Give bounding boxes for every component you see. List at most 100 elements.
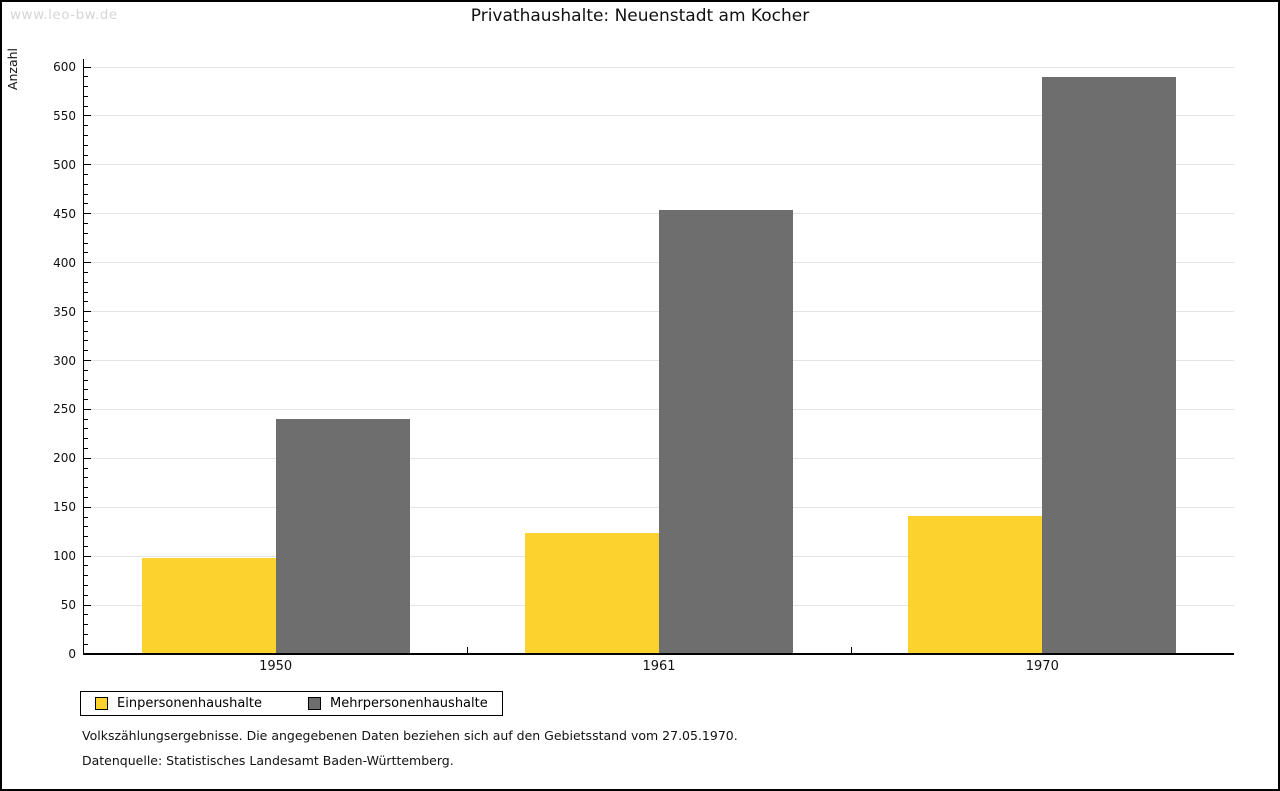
y-minor-tick [84, 585, 88, 587]
y-minor-tick [84, 467, 88, 469]
y-tick-label: 50 [60, 598, 76, 613]
y-major-tick [84, 604, 91, 606]
y-tick-label: 100 [53, 549, 76, 564]
y-minor-tick [84, 379, 88, 381]
y-minor-tick [84, 418, 88, 420]
y-minor-tick [84, 516, 88, 518]
bar-1961-single [525, 532, 659, 654]
gridline [84, 115, 1234, 117]
y-tick-label: 600 [53, 60, 76, 74]
y-minor-tick [84, 340, 88, 342]
legend: Einpersonenhaushalte Mehrpersonenhaushalt… [80, 691, 503, 716]
y-tick-label: 200 [53, 451, 76, 466]
y-minor-tick [84, 242, 88, 244]
y-minor-tick [84, 624, 88, 626]
y-minor-tick [84, 389, 88, 391]
bar-1970-multi [1042, 76, 1177, 654]
y-minor-tick [84, 105, 88, 107]
y-tick-label: 400 [53, 255, 76, 270]
y-minor-tick [84, 291, 88, 293]
y-major-tick [84, 213, 91, 215]
y-minor-tick [84, 545, 88, 547]
y-minor-tick [84, 536, 88, 538]
x-tick-label: 1970 [1025, 659, 1059, 674]
y-major-tick [84, 164, 91, 166]
bar-1950-single [141, 558, 276, 654]
legend-label: Einpersonenhaushalte [117, 696, 262, 711]
y-minor-tick [84, 183, 88, 185]
y-major-tick [84, 408, 91, 410]
x-axis-line [84, 653, 1234, 655]
footer-source: Datenquelle: Statistisches Landesamt Bad… [82, 753, 454, 768]
y-tick-label: 150 [53, 500, 76, 515]
y-minor-tick [84, 477, 88, 479]
y-minor-tick [84, 369, 88, 371]
y-minor-tick [84, 76, 88, 78]
y-tick-label: 300 [53, 353, 76, 368]
gridline [84, 164, 1234, 166]
plot-area [84, 66, 1234, 655]
y-axis-line [83, 59, 84, 655]
y-major-tick [84, 506, 91, 508]
y-tick-label: 450 [53, 206, 76, 221]
y-axis-label: Anzahl [5, 48, 20, 91]
y-major-tick [84, 66, 91, 68]
y-major-tick [84, 457, 91, 459]
watermark: www.leo-bw.de [10, 7, 118, 23]
x-boundary-tick [850, 647, 852, 654]
y-tick-label: 350 [53, 304, 76, 319]
y-minor-tick [84, 86, 88, 88]
y-minor-tick [84, 438, 88, 440]
legend-swatch [95, 697, 108, 710]
x-boundary-tick [467, 647, 469, 654]
y-minor-tick [84, 487, 88, 489]
y-minor-tick [84, 174, 88, 176]
y-tick-label: 250 [53, 402, 76, 417]
legend-item: Einpersonenhaushalte [95, 696, 262, 711]
y-minor-tick [84, 193, 88, 195]
legend-item: Mehrpersonenhaushalte [308, 696, 488, 711]
x-tick-label: 1961 [642, 659, 676, 674]
y-minor-tick [84, 203, 88, 205]
y-minor-tick [84, 448, 88, 450]
y-minor-tick [84, 154, 88, 156]
y-minor-tick [84, 350, 88, 352]
chart-title: Privathaushalte: Neuenstadt am Kocher [470, 6, 810, 26]
x-tick-label: 1950 [259, 659, 293, 674]
y-minor-tick [84, 526, 88, 528]
y-minor-tick [84, 594, 88, 596]
y-major-tick [84, 115, 91, 117]
y-minor-tick [84, 614, 88, 616]
y-minor-tick [84, 281, 88, 283]
y-minor-tick [84, 125, 88, 127]
y-major-tick [84, 360, 91, 361]
y-major-tick [84, 555, 91, 557]
y-minor-tick [84, 399, 88, 401]
y-minor-tick [84, 252, 88, 254]
y-minor-tick [84, 232, 88, 234]
bar-1961-multi [659, 209, 793, 654]
y-minor-tick [84, 428, 88, 430]
y-minor-tick [84, 496, 88, 498]
y-minor-tick [84, 320, 88, 322]
y-minor-tick [84, 575, 88, 577]
footer-note: Volkszählungsergebnisse. Die angegebenen… [82, 728, 738, 743]
y-minor-tick [84, 144, 88, 146]
y-minor-tick [84, 643, 88, 645]
y-minor-tick [84, 633, 88, 635]
bar-1950-multi [275, 419, 410, 654]
legend-label: Mehrpersonenhaushalte [330, 696, 488, 711]
y-major-tick [84, 311, 91, 313]
gridline [84, 66, 1234, 68]
bar-1970-single [908, 516, 1043, 654]
y-tick-label: 500 [53, 157, 76, 172]
y-major-tick [84, 262, 91, 264]
y-minor-tick [84, 565, 88, 567]
y-minor-tick [84, 134, 88, 136]
y-minor-tick [84, 271, 88, 273]
y-tick-label: 550 [53, 108, 76, 123]
y-minor-tick [84, 95, 88, 97]
y-tick-label: 0 [68, 647, 76, 661]
y-minor-tick [84, 223, 88, 225]
